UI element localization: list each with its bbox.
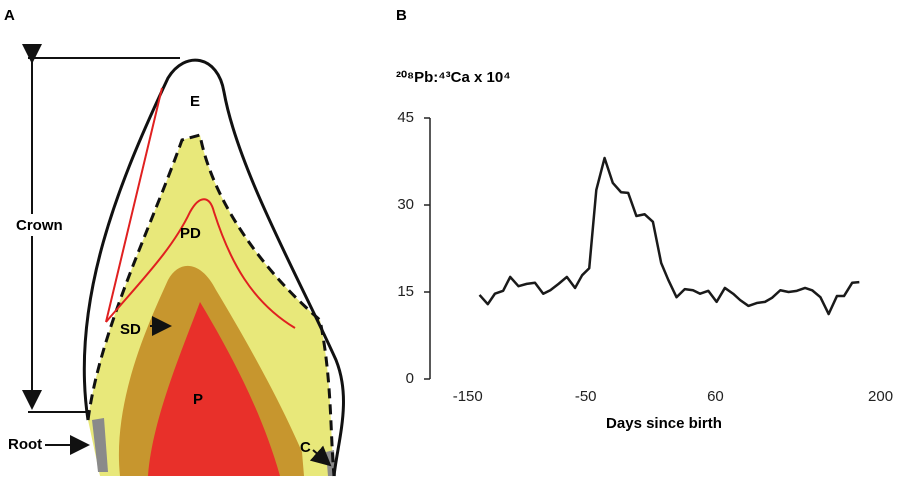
enamel-line [105, 87, 163, 323]
dentine-boundary [86, 133, 336, 477]
cementum [92, 418, 108, 472]
crown-label: Crown [16, 217, 63, 234]
line-chart: ²⁰⁸Pb:⁴³Ca x 10⁴ Days since birth 0 15 30 4… [396, 69, 893, 432]
root-label: Root [8, 436, 42, 453]
y-tick-label: 30 [397, 196, 414, 213]
data-line [478, 156, 860, 316]
cementum-label: C [300, 439, 311, 456]
panel-label: B [396, 7, 407, 24]
sd-label: SD [120, 321, 141, 338]
x-axis-label: Days since birth [606, 415, 722, 432]
y-tick-label: 0 [406, 370, 414, 387]
x-tick-label: -150 [453, 388, 483, 405]
arrow [309, 445, 332, 467]
pulp [148, 302, 280, 476]
panel-label: A [4, 7, 15, 24]
x-tick-label: -50 [575, 388, 597, 405]
x-tick-label: 200 [868, 388, 893, 405]
label-bg [12, 214, 72, 236]
y-tick-label: 45 [397, 109, 414, 126]
y-tick-label: 15 [397, 283, 414, 300]
pulp-label: P [193, 391, 203, 408]
neonatal-line [105, 198, 296, 329]
x-tick-label: 60 [707, 388, 724, 405]
pd-label: PD [180, 225, 201, 242]
tooth-outline [82, 58, 345, 477]
enamel-label: E [190, 93, 200, 110]
tooth-diagram: Crown Root E PD SD P C [8, 44, 345, 477]
chart-title: ²⁰⁸Pb:⁴³Ca x 10⁴ [396, 69, 511, 86]
